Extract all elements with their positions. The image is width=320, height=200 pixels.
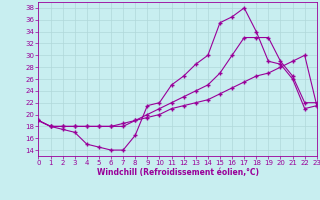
X-axis label: Windchill (Refroidissement éolien,°C): Windchill (Refroidissement éolien,°C) xyxy=(97,168,259,177)
